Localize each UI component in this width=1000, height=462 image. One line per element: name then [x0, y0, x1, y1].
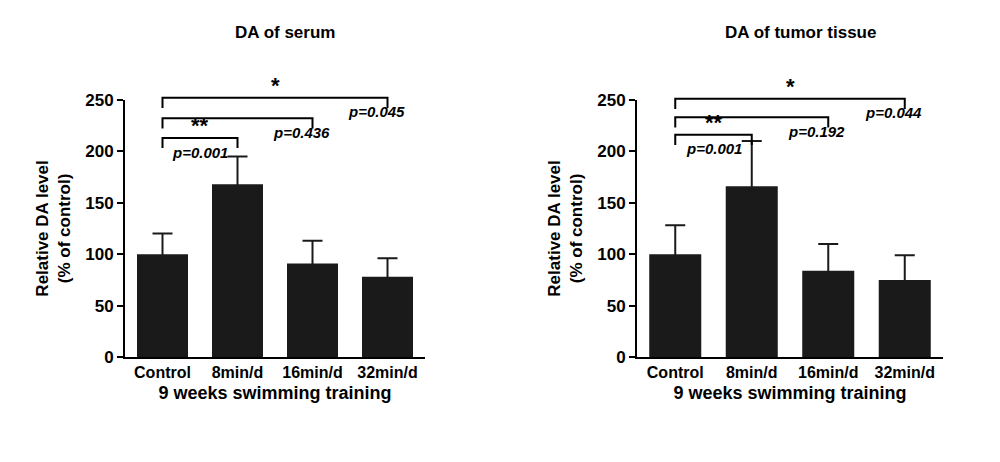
svg-text:p=0.001: p=0.001 [686, 140, 742, 157]
svg-text:DA of serum: DA of serum [235, 23, 335, 42]
svg-text:**: ** [705, 110, 723, 135]
svg-text:100: 100 [597, 245, 625, 264]
svg-text:8min/d: 8min/d [212, 364, 264, 381]
svg-text:*: * [786, 74, 795, 99]
svg-text:50: 50 [607, 297, 626, 316]
svg-text:250: 250 [85, 91, 113, 110]
svg-text:DA of tumor tissue: DA of tumor tissue [725, 23, 876, 42]
svg-text:0: 0 [104, 348, 113, 367]
svg-text:32min/d: 32min/d [875, 364, 935, 381]
svg-text:16min/d: 16min/d [282, 364, 342, 381]
svg-text:p=0.192: p=0.192 [788, 123, 845, 140]
svg-text:*: * [271, 73, 280, 98]
svg-text:0: 0 [616, 348, 625, 367]
svg-text:p=0.436: p=0.436 [273, 124, 330, 141]
svg-text:16min/d: 16min/d [798, 364, 858, 381]
svg-text:100: 100 [85, 245, 113, 264]
svg-text:9 weeks swimming training: 9 weeks swimming training [158, 383, 391, 403]
svg-text:50: 50 [95, 297, 114, 316]
svg-text:250: 250 [597, 91, 625, 110]
svg-text:9 weeks swimming training: 9 weeks swimming training [673, 383, 906, 403]
svg-text:200: 200 [85, 142, 113, 161]
svg-text:8min/d: 8min/d [726, 364, 778, 381]
svg-text:32min/d: 32min/d [357, 364, 417, 381]
svg-text:200: 200 [597, 142, 625, 161]
svg-text:p=0.045: p=0.045 [348, 103, 405, 120]
svg-text:Control: Control [647, 364, 704, 381]
svg-text:150: 150 [85, 194, 113, 213]
svg-text:Control: Control [134, 364, 191, 381]
svg-text:Relative DA level(% of control: Relative DA level(% of control) [33, 160, 74, 296]
svg-text:p=0.044: p=0.044 [865, 104, 922, 121]
svg-text:**: ** [191, 113, 209, 138]
svg-text:p=0.001: p=0.001 [172, 144, 228, 161]
svg-text:Relative DA level(% of control: Relative DA level(% of control) [545, 160, 586, 296]
svg-text:150: 150 [597, 194, 625, 213]
